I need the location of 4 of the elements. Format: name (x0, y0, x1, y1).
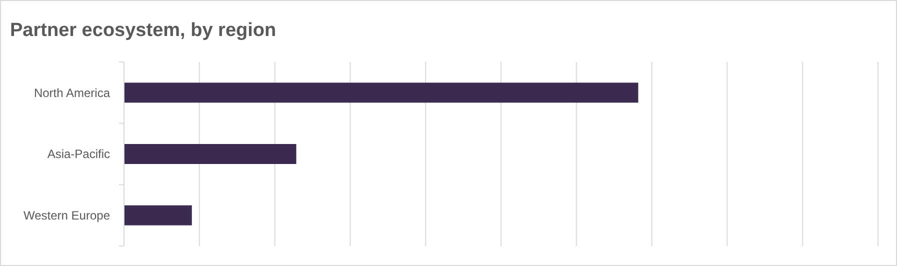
chart-title: Partner ecosystem, by region (10, 20, 276, 41)
y-tick-label: Western Europe (24, 208, 110, 223)
y-tick-label: North America (34, 86, 110, 100)
y-tick-label: Asia-Pacific (47, 147, 110, 162)
